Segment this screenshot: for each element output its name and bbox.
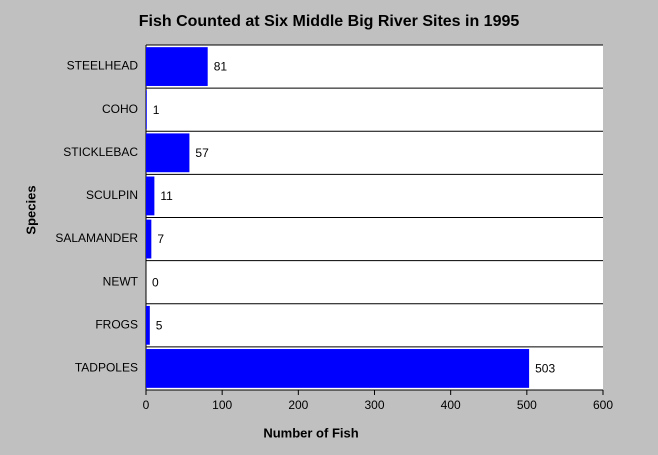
x-tick-label: 100 <box>212 398 232 412</box>
bar <box>146 349 530 388</box>
bar <box>146 90 147 130</box>
bar <box>146 219 152 259</box>
y-axis-label: Species <box>23 185 38 234</box>
x-tick-label: 200 <box>288 398 308 412</box>
x-tick-label: 500 <box>517 398 537 412</box>
value-label: 0 <box>152 275 159 289</box>
y-tick-label: COHO <box>102 102 138 116</box>
bar <box>146 133 190 173</box>
y-tick-label: FROGS <box>95 317 138 331</box>
bar <box>146 47 208 86</box>
value-label: 81 <box>214 60 228 74</box>
y-tick-label: STEELHEAD <box>67 59 139 73</box>
x-tick-label: 300 <box>364 398 384 412</box>
value-label: 57 <box>195 146 209 160</box>
y-tick-label: STICKLEBAC <box>63 145 138 159</box>
bar <box>146 176 155 216</box>
y-tick-label: TADPOLES <box>75 361 138 375</box>
value-label: 5 <box>156 318 163 332</box>
x-tick-label: 600 <box>593 398 613 412</box>
x-axis-label: Number of Fish <box>263 425 358 440</box>
value-label: 11 <box>160 189 173 203</box>
chart-title: Fish Counted at Six Middle Big River Sit… <box>139 13 520 30</box>
x-tick-label: 0 <box>143 398 150 412</box>
bar <box>146 305 150 345</box>
value-label: 1 <box>153 103 160 117</box>
value-label: 7 <box>157 232 164 246</box>
value-label: 503 <box>535 362 555 376</box>
y-tick-label: NEWT <box>103 274 139 288</box>
y-tick-label: SCULPIN <box>86 188 138 202</box>
x-tick-label: 400 <box>441 398 461 412</box>
y-tick-label: SALAMANDER <box>55 231 138 245</box>
